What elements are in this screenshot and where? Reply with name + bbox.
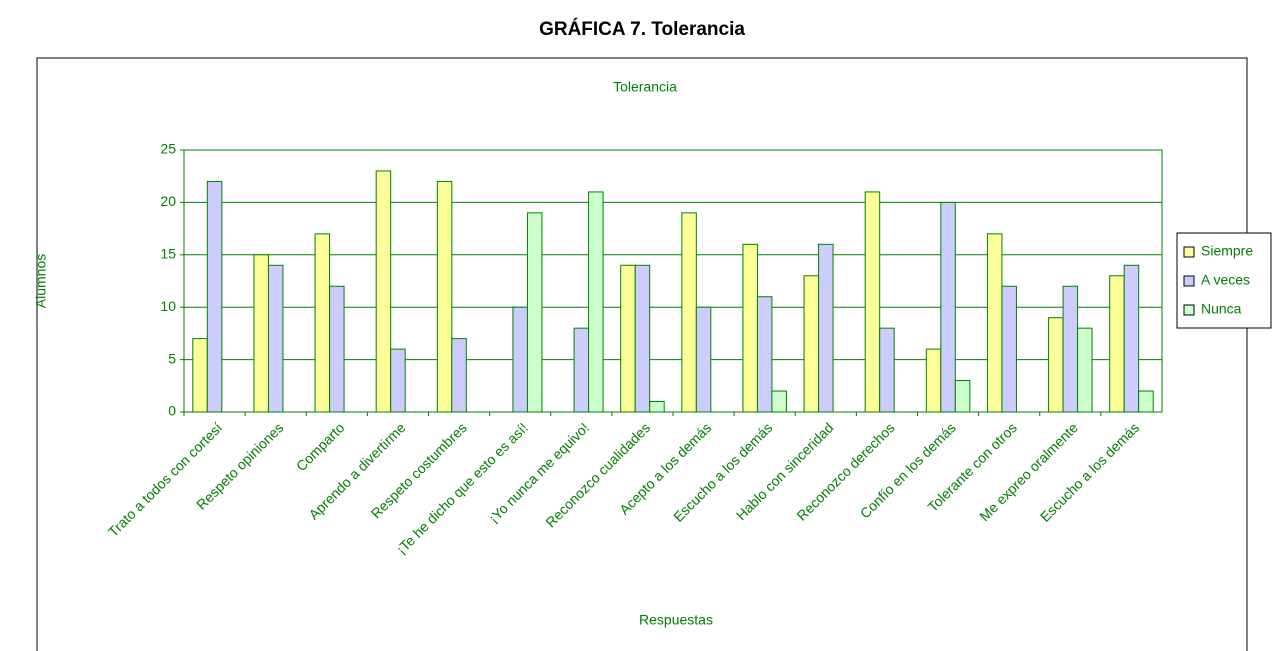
bar [771, 390, 787, 413]
bar [526, 212, 543, 413]
bar [1001, 285, 1017, 413]
x-tick-label: Reconozco cualidades [542, 419, 653, 530]
bar [1048, 317, 1064, 413]
y-tick-label: 5 [168, 350, 176, 366]
bar [1109, 275, 1125, 413]
bar [818, 243, 834, 413]
y-axis-title: Alumnos [33, 254, 49, 308]
bar [206, 180, 223, 413]
x-tick-label: ¡Yo nunca me equivo! [485, 419, 592, 526]
bar [329, 285, 345, 413]
legend-label: A veces [1201, 272, 1250, 288]
bar [695, 306, 712, 413]
legend-label: Siempre [1201, 243, 1253, 259]
x-axis-title: Respuestas [639, 612, 713, 628]
legend-swatch [1183, 275, 1195, 287]
x-tick-label: Trato a todos con cortesí [105, 419, 226, 540]
legend-label: Nunca [1201, 301, 1242, 317]
bar [192, 338, 208, 413]
bar [314, 233, 331, 413]
chart-title: Tolerancia [613, 79, 677, 95]
bar [436, 180, 453, 413]
bar [925, 348, 942, 413]
bar [267, 264, 284, 413]
bar [451, 338, 467, 413]
bar [803, 275, 820, 413]
y-tick-label: 15 [160, 246, 176, 262]
bar [986, 233, 1003, 413]
bar [588, 191, 604, 413]
legend-swatch [1183, 304, 1195, 316]
bar [681, 212, 697, 413]
y-tick-label: 20 [160, 193, 176, 209]
bar [375, 170, 392, 413]
bar [1062, 285, 1079, 413]
bar [1138, 390, 1154, 413]
legend-swatch [1183, 246, 1195, 258]
x-tick-label: ¡Te he dicho que esto es así! [393, 419, 531, 557]
bar [954, 380, 971, 413]
bar [253, 254, 269, 413]
bar [390, 348, 406, 413]
bar [879, 327, 895, 413]
page-title: GRÁFICA 7. Tolerancia [539, 18, 745, 40]
bar [940, 201, 956, 413]
bar [864, 191, 881, 413]
bar [1123, 264, 1140, 413]
bar [742, 243, 758, 413]
x-tick-label: Comparto [293, 419, 348, 474]
bar [756, 296, 773, 413]
bar [649, 401, 665, 413]
bar [1077, 327, 1093, 413]
bar [620, 264, 636, 413]
bar [634, 264, 651, 413]
y-tick-label: 10 [160, 298, 176, 314]
y-tick-label: 25 [160, 141, 176, 157]
y-tick-label: 0 [168, 403, 176, 419]
chart-frame [36, 57, 1248, 651]
bar [512, 306, 528, 413]
bar [573, 327, 590, 413]
